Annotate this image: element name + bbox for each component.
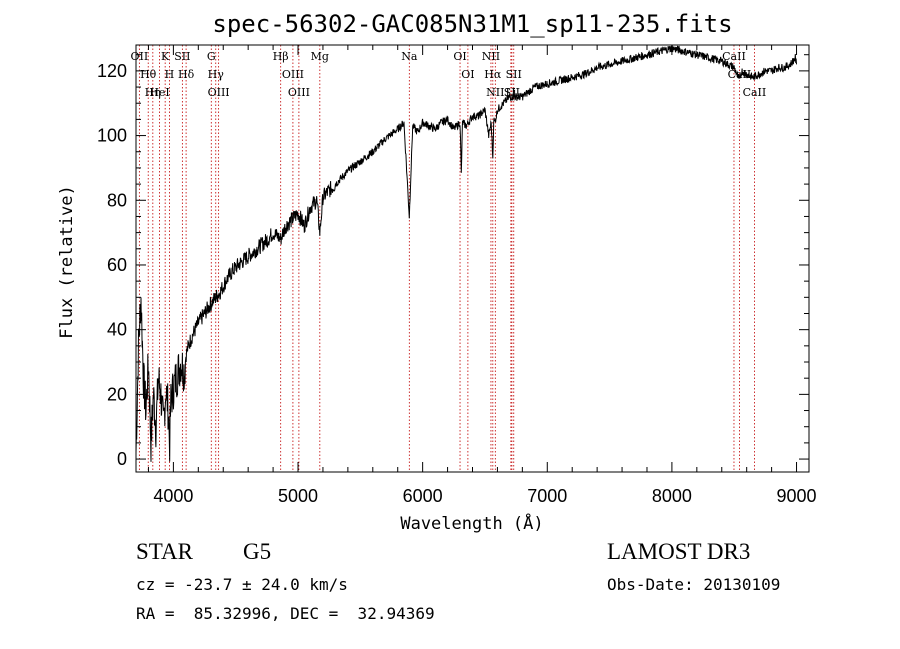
line-label: SII	[506, 68, 522, 81]
line-label: OII	[131, 50, 149, 63]
line-label: Hη	[145, 86, 161, 99]
line-label: G	[207, 50, 216, 63]
survey-name: LAMOST DR3	[607, 539, 751, 564]
y-tick-label: 80	[107, 190, 127, 210]
line-label: SII	[174, 50, 190, 63]
object-subclass: G5	[243, 539, 272, 564]
x-tick-label: 7000	[527, 486, 567, 506]
line-label: OIII	[208, 86, 230, 99]
line-label: Hγ	[208, 68, 225, 81]
redshift-value: cz = -23.7 ± 24.0 km/s	[136, 575, 348, 594]
x-tick-label: 5000	[278, 486, 318, 506]
line-label: NII	[482, 50, 500, 63]
emission-line-markers	[138, 45, 755, 472]
line-label: Hδ	[178, 68, 195, 81]
line-label: HeI	[149, 86, 169, 99]
x-tick-label: 4000	[153, 486, 193, 506]
line-label: Hβ	[273, 50, 289, 63]
line-label: Mg	[311, 50, 329, 63]
y-tick-label: 60	[107, 255, 127, 275]
line-label: Na	[401, 50, 418, 63]
line-label: Li	[505, 86, 516, 99]
line-label: CaII	[743, 86, 767, 99]
obs-date: Obs-Date: 20130109	[607, 575, 781, 594]
x-tick-label: 6000	[403, 486, 443, 506]
spectrum-line	[135, 44, 797, 462]
line-label: NII	[486, 86, 504, 99]
x-axis-label: Wavelength (Å)	[400, 512, 543, 534]
y-axis-label: Flux (relative)	[57, 185, 77, 339]
line-label: H	[165, 68, 175, 81]
line-label: K	[161, 50, 170, 63]
line-label: CaII	[722, 50, 746, 63]
line-label: OIII	[288, 86, 310, 99]
y-tick-label: 40	[107, 320, 127, 340]
y-tick-label: 100	[97, 126, 127, 146]
coordinates: RA = 85.32996, DEC = 32.94369	[136, 604, 435, 623]
line-label: OI	[453, 50, 466, 63]
y-axis-ticks: 0 20 40 60 80 100 120	[97, 54, 809, 469]
x-tick-label: 8000	[652, 486, 692, 506]
line-label: OI	[461, 68, 474, 81]
y-tick-label: 20	[107, 384, 127, 404]
x-axis-ticks: 4000 5000 6000 7000 8000 9000	[147, 45, 817, 506]
line-label: OIII	[282, 68, 304, 81]
y-tick-label: 0	[117, 449, 127, 469]
line-label: Hα	[484, 68, 502, 81]
plot-frame	[135, 44, 810, 473]
object-class: STAR	[136, 539, 193, 564]
chart-title: spec-56302-GAC085N31M1_sp11-235.fits	[212, 10, 733, 38]
x-tick-label: 9000	[777, 486, 817, 506]
line-label: Hθ	[140, 68, 157, 81]
y-tick-label: 120	[97, 61, 127, 81]
